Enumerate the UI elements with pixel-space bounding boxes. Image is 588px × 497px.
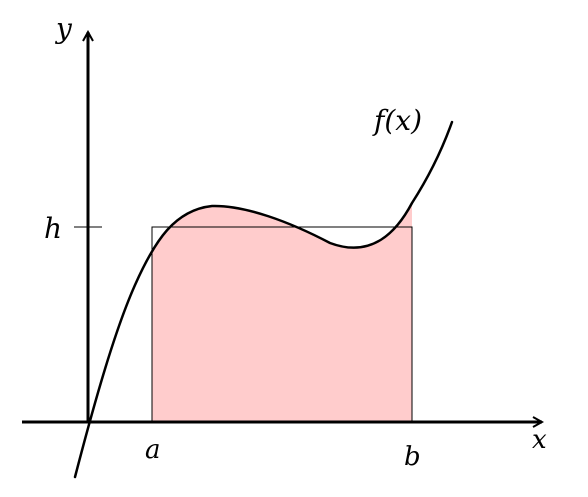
function-label: f(x): [372, 104, 422, 137]
function-curve: [73, 120, 454, 479]
a-label: a: [145, 435, 161, 465]
x-axis-label: x: [532, 425, 547, 455]
y-axis-label: y: [54, 12, 73, 45]
h-label: h: [44, 212, 62, 245]
area-under-curve: [152, 203, 412, 422]
b-label: b: [404, 442, 421, 472]
